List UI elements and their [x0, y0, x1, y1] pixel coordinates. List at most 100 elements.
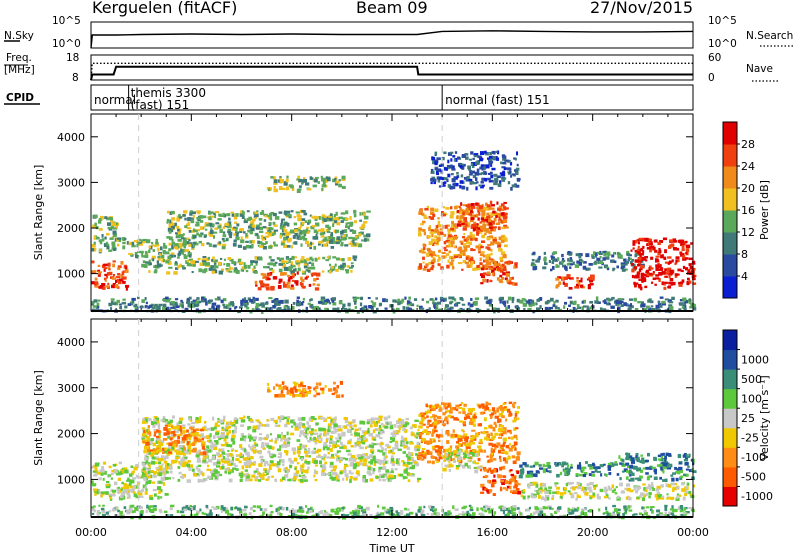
- echo-cell: [339, 459, 342, 463]
- echo-cell: [228, 430, 232, 434]
- echo-cell: [307, 450, 311, 454]
- echo-cell: [146, 239, 151, 244]
- echo-cell: [377, 461, 380, 464]
- echo-cell: [664, 261, 668, 264]
- echo-cell: [692, 306, 697, 311]
- echo-cell: [249, 438, 252, 442]
- echo-cell: [532, 251, 536, 255]
- echo-cell: [326, 216, 332, 221]
- echo-cell: [151, 241, 154, 245]
- echo-cell: [375, 458, 380, 462]
- echo-cell: [480, 164, 485, 168]
- echo-cell: [106, 481, 110, 484]
- echo-cell: [381, 447, 385, 451]
- echo-cell: [257, 420, 261, 423]
- echo-cell: [438, 250, 441, 253]
- echo-cell: [193, 435, 197, 440]
- echo-cell: [163, 471, 166, 475]
- echo-cell: [112, 227, 118, 230]
- echo-cell: [690, 302, 695, 307]
- echo-cell: [574, 308, 578, 311]
- echo-cell: [243, 220, 248, 224]
- echo-cell: [532, 266, 536, 271]
- echo-cell: [371, 451, 374, 455]
- echo-cell: [273, 182, 278, 185]
- echo-cell: [317, 256, 321, 260]
- echo-cell: [117, 281, 122, 285]
- echo-cell: [269, 306, 273, 309]
- echo-cell: [425, 252, 430, 256]
- echo-cell: [111, 300, 114, 305]
- echo-cell: [479, 405, 484, 408]
- echo-cell: [108, 302, 113, 307]
- echo-cell: [602, 257, 606, 261]
- echo-cell: [120, 279, 124, 282]
- echo-cell: [171, 244, 174, 248]
- echo-cell: [671, 296, 675, 300]
- echo-cell: [478, 184, 483, 187]
- echo-cell: [494, 432, 499, 436]
- echo-cell: [631, 268, 635, 273]
- echo-cell: [396, 433, 399, 436]
- echo-cell: [685, 244, 691, 249]
- echo-cell: [681, 305, 685, 309]
- echo-cell: [296, 439, 301, 442]
- echo-cell: [325, 228, 330, 232]
- echo-cell: [309, 246, 312, 250]
- echo-cell: [165, 296, 169, 300]
- echo-cell: [233, 239, 237, 243]
- echo-cell: [250, 261, 253, 265]
- echo-cell: [259, 455, 264, 459]
- echo-cell: [362, 223, 365, 226]
- echo-cell: [506, 457, 509, 461]
- echo-cell: [623, 302, 627, 307]
- echo-cell: [139, 241, 142, 244]
- echo-cell: [266, 472, 269, 476]
- echo-cell: [256, 224, 260, 228]
- echo-cell: [191, 468, 195, 472]
- echo-cell: [551, 260, 555, 265]
- echo-cell: [475, 181, 479, 184]
- echo-cell: [306, 257, 310, 261]
- echo-cell: [502, 219, 507, 223]
- echo-cell: [264, 460, 269, 465]
- echo-cell: [186, 442, 189, 446]
- echo-cell: [508, 448, 513, 452]
- echo-cell: [478, 251, 481, 254]
- echo-cell: [189, 418, 193, 422]
- echo-cell: [284, 470, 287, 473]
- echo-cell: [283, 211, 288, 215]
- echo-cell: [107, 474, 112, 477]
- echo-cell: [480, 151, 485, 156]
- echo-cell: [311, 272, 316, 276]
- echo-cell: [281, 229, 285, 233]
- echo-cell: [160, 254, 165, 259]
- echo-cell: [211, 455, 216, 460]
- echo-cell: [230, 211, 235, 214]
- echo-cell: [295, 262, 300, 265]
- echo-cell: [401, 435, 404, 440]
- echo-cell: [335, 240, 340, 245]
- echo-cell: [195, 417, 199, 420]
- echo-cell: [329, 441, 333, 444]
- echo-cell: [490, 412, 495, 416]
- echo-cell: [243, 461, 247, 466]
- echo-cell: [476, 224, 480, 228]
- echo-cell: [223, 305, 228, 309]
- echo-cell: [337, 433, 341, 437]
- echo-cell: [270, 259, 275, 262]
- echo-cell: [317, 436, 320, 440]
- echo-cell: [431, 456, 436, 459]
- freq-line: [90, 65, 693, 81]
- echo-cell: [318, 427, 322, 432]
- echo-cell: [636, 252, 641, 256]
- echo-cell: [489, 214, 493, 219]
- echo-cell: [567, 251, 571, 254]
- echo-cell: [603, 301, 607, 305]
- colorbar-tick-label: 8: [741, 248, 748, 261]
- echo-cell: [649, 273, 654, 277]
- echo-cell: [258, 437, 262, 441]
- echo-cell: [661, 254, 664, 257]
- echo-cell: [286, 284, 291, 289]
- echo-cell: [95, 491, 100, 495]
